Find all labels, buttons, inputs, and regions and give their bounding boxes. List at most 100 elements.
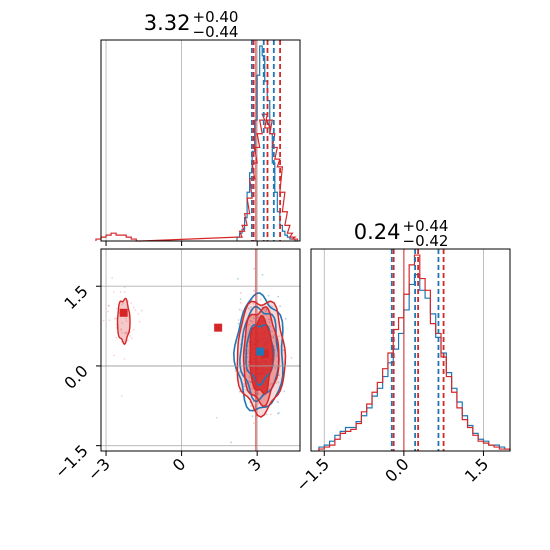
- bl-sample-blue: [256, 392, 259, 395]
- bl-marker-red-1: [214, 323, 223, 332]
- bl-sample-blue: [267, 294, 270, 297]
- br-histogram-red: [318, 254, 511, 451]
- bl-sample-red-island: [130, 337, 133, 340]
- histogram-panel-y: 0.24 +0.44−0.42 −1.5 0.0 1.5: [292, 217, 511, 495]
- bl-sample-red: [237, 319, 240, 321]
- bl-sample-blue: [250, 306, 252, 309]
- bl-sample-red: [272, 336, 275, 338]
- bl-xtick-label-2: 3: [244, 454, 265, 475]
- tl-histogram-red: [95, 113, 299, 242]
- bl-sample-red: [257, 402, 260, 405]
- bl-sample-blue: [246, 356, 249, 359]
- bl-sample-red-island: [120, 329, 123, 332]
- bl-sample-blue: [234, 370, 237, 373]
- bl-red-contour-1: [242, 305, 280, 408]
- bl-sample-blue: [277, 401, 280, 404]
- bl-sample-blue: [283, 390, 286, 393]
- bl-ytick-label-1: 0.0: [60, 361, 91, 392]
- bl-sample-red: [275, 381, 278, 384]
- bl-sample-blue: [250, 404, 252, 407]
- bl-sample-red: [241, 309, 243, 312]
- bl-sample-blue: [277, 381, 280, 384]
- bl-xtick-label-0: −3: [84, 454, 114, 484]
- histogram-panel-x: 3.32 +0.40−0.44: [95, 8, 301, 246]
- bl-sample-blue: [251, 320, 253, 323]
- bl-sample-blue: [250, 381, 253, 384]
- bl-xtick-label-1: 0: [169, 454, 190, 475]
- tl-title-median: 3.32: [144, 11, 191, 35]
- bl-sample-red-island: [108, 319, 111, 322]
- bl-sample-blue: [236, 277, 239, 280]
- bl-sample-blue: [251, 415, 254, 418]
- bl-sample-red: [253, 396, 256, 399]
- bl-sample-red: [268, 325, 271, 328]
- bl-sample-blue: [268, 318, 270, 321]
- bl-sample-red-island: [107, 304, 110, 307]
- bl-sample-red-island: [121, 331, 124, 334]
- bl-sample-blue: [272, 336, 275, 339]
- tl-title-plus: +0.40: [193, 8, 239, 26]
- bl-sample-red-island: [112, 291, 115, 294]
- bl-sample-red-island: [116, 307, 118, 310]
- bl-sample-red-island: [123, 286, 126, 288]
- bl-sample-red: [252, 422, 255, 425]
- bl-sample-red: [269, 384, 271, 387]
- bl-sample-red-island: [129, 335, 131, 337]
- bl-sample-red-island: [113, 317, 116, 320]
- bl-sample-red: [290, 356, 293, 359]
- bl-sample-blue: [243, 383, 246, 385]
- br-xtick-label-0: −1.5: [292, 454, 333, 495]
- bl-sample-blue: [277, 411, 280, 414]
- bl-sample-red: [274, 367, 277, 369]
- bl-sample-blue: [282, 349, 285, 352]
- bl-sample-blue: [239, 298, 242, 301]
- bl-sample-red-island: [102, 319, 105, 322]
- bl-sample-red: [245, 369, 248, 372]
- bl-sample-blue: [271, 305, 273, 308]
- bl-sample-blue: [277, 412, 279, 415]
- bl-blue-contour-2: [232, 292, 284, 412]
- bl-sample-blue: [237, 322, 240, 325]
- bl-sample-red: [248, 380, 251, 382]
- bl-sample-blue: [248, 376, 251, 379]
- br-xtick-label-1: 0.0: [381, 454, 412, 485]
- br-title-minus: −0.42: [403, 232, 449, 250]
- bl-sample-red: [276, 400, 278, 403]
- bl-sample-red-island: [125, 332, 128, 335]
- br-frame: [310, 248, 511, 452]
- bl-sample-red-island: [120, 328, 122, 330]
- bl-sample-red-island: [113, 354, 115, 357]
- bl-sample-blue: [277, 295, 280, 298]
- bl-sample-red: [215, 416, 218, 419]
- bl-sample-blue: [246, 352, 249, 355]
- bl-sample-blue: [249, 319, 252, 322]
- bl-sample-red-island: [134, 309, 137, 312]
- bl-sample-blue: [256, 393, 259, 396]
- bl-sample-red: [271, 330, 273, 333]
- contour-panel-xy: −3 0 3 −1.5 0.0 1.5: [51, 248, 301, 485]
- bl-sample-blue: [238, 390, 241, 393]
- bl-sample-red: [244, 367, 247, 370]
- bl-sample-blue: [247, 349, 250, 352]
- br-xtick-label-2: 1.5: [461, 454, 492, 485]
- bl-sample-blue: [247, 361, 250, 364]
- bl-sample-red-island: [132, 306, 135, 309]
- bl-sample-blue: [238, 371, 241, 373]
- bl-sample-red: [278, 335, 280, 338]
- bl-sample-red-island: [115, 336, 118, 339]
- bl-sample-red-island: [120, 395, 123, 398]
- bl-sample-blue: [279, 305, 282, 308]
- bl-sample-red-island: [108, 304, 110, 307]
- bl-sample-red-island: [123, 358, 126, 360]
- bl-sample-blue: [253, 267, 256, 270]
- bl-sample-red-island: [140, 309, 143, 312]
- bl-marker-blue-3: [256, 347, 265, 356]
- bl-frame: [100, 248, 301, 452]
- bl-plot-area: [101, 249, 300, 451]
- bl-sample-red-island: [138, 320, 141, 323]
- bl-sample-blue: [278, 374, 280, 377]
- bl-sample-blue: [273, 334, 276, 336]
- bl-red-island-contour: [116, 297, 131, 346]
- bl-sample-red: [251, 387, 254, 390]
- bl-red-contour-0: [249, 314, 274, 395]
